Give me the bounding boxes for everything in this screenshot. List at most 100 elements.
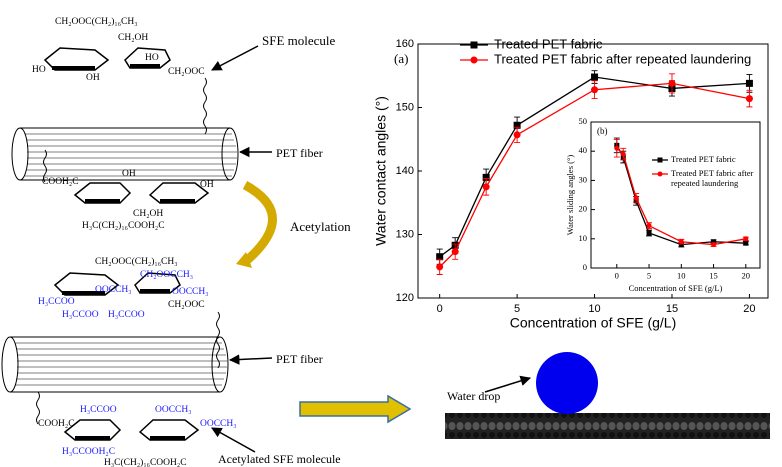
chem-label: CH₂OH bbox=[118, 33, 148, 43]
plot-frame bbox=[590, 121, 761, 269]
marker bbox=[620, 151, 626, 157]
callout-label: Acetylation bbox=[290, 219, 351, 234]
chem-label: COOH₂C bbox=[38, 419, 75, 429]
legend-label: Treated PET fabric after repeated launde… bbox=[671, 168, 754, 188]
legend-marker bbox=[470, 56, 478, 64]
acetylation-arrowhead bbox=[236, 252, 252, 268]
process-arrow bbox=[299, 394, 412, 424]
chem-label: CH₂OH bbox=[133, 209, 163, 219]
legend-label: Treated PET fabric after repeated launde… bbox=[494, 51, 751, 66]
marker bbox=[482, 173, 490, 181]
legend-marker bbox=[657, 157, 663, 163]
chem-label: OOCCH₃ bbox=[200, 419, 237, 429]
chem-label: H₃CCOO bbox=[62, 310, 99, 320]
chem-label: CH₂OOC bbox=[168, 67, 205, 77]
x-tick-label: 0 bbox=[615, 270, 619, 280]
y-tick-label: 150 bbox=[396, 101, 414, 113]
callout-label: PET fiber bbox=[276, 146, 323, 160]
x-tick-label: 10 bbox=[677, 270, 686, 280]
panel-label: (a) bbox=[394, 51, 408, 66]
chem-label: H₃CCOOH₂C bbox=[62, 447, 115, 457]
chem-label: CH₂OOCCH₃ bbox=[140, 270, 193, 280]
legend-marker bbox=[470, 41, 478, 49]
x-tick-label: 5 bbox=[647, 270, 651, 280]
y-tick-label: 50 bbox=[579, 116, 588, 126]
chem-label: OOCCH₃ bbox=[95, 285, 132, 295]
legend-label: Treated PET fabric bbox=[671, 154, 736, 164]
chem-label: OH bbox=[122, 169, 136, 179]
chem-label: HO bbox=[32, 65, 46, 75]
x-tick-label: 15 bbox=[666, 303, 678, 315]
marker bbox=[591, 86, 599, 94]
chem-label: CH₂OOC(CH₂)₁₆CH₃ bbox=[55, 16, 138, 27]
legend-label: Treated PET fabric bbox=[494, 36, 603, 51]
marker bbox=[451, 248, 459, 256]
y-tick-label: 0 bbox=[583, 262, 587, 272]
x-tick-label: 0 bbox=[437, 303, 443, 315]
chem-label: OOCCH₃ bbox=[172, 287, 209, 297]
marker bbox=[633, 195, 639, 201]
chem-label: H₃CCOO bbox=[80, 405, 117, 415]
callout-label: SFE molecule bbox=[262, 33, 336, 48]
x-tick-label: 20 bbox=[743, 303, 755, 315]
marker bbox=[513, 131, 521, 139]
y-axis-label: Water sliding angles (°) bbox=[565, 155, 575, 236]
sugar-ring bbox=[43, 47, 210, 441]
chem-label: CH₂OOC(CH₂)₁₆CH₃ bbox=[95, 256, 178, 267]
marker bbox=[646, 230, 652, 236]
y-tick-label: 120 bbox=[396, 292, 414, 304]
diagram-labels: CH₂OOC(CH₂)₁₆CH₃ CH₂OH HO OH HO CH₂OOC COOH₂C O… bbox=[32, 16, 500, 467]
marker bbox=[436, 263, 444, 271]
marker bbox=[711, 239, 717, 245]
chem-label: H₃C(CH₂)₁₆COOH₂C bbox=[104, 457, 187, 467]
marker bbox=[678, 239, 684, 245]
chem-label: OH bbox=[200, 180, 214, 190]
pointer-arrow bbox=[211, 45, 532, 453]
marker bbox=[745, 95, 753, 103]
marker bbox=[646, 223, 652, 229]
panel-label: (b) bbox=[597, 126, 608, 136]
x-tick-label: 5 bbox=[514, 303, 520, 315]
y-tick-label: 20 bbox=[579, 204, 588, 214]
fiber-bottom bbox=[1, 336, 229, 393]
marker bbox=[745, 79, 753, 87]
chem-label: OOCCH₃ bbox=[155, 405, 192, 415]
y-tick-label: 10 bbox=[579, 233, 588, 243]
x-axis-label: Concentration of SFE (g/L) bbox=[629, 283, 723, 293]
alkyl-chain bbox=[36, 77, 220, 425]
chem-label: HO bbox=[145, 53, 159, 63]
marker bbox=[743, 236, 749, 242]
marker bbox=[436, 253, 444, 261]
fabric-surface bbox=[445, 413, 770, 439]
marker bbox=[711, 242, 717, 248]
y-tick-label: 160 bbox=[396, 38, 414, 50]
chem-label: H₃CCOO bbox=[38, 297, 75, 307]
marker bbox=[678, 242, 684, 248]
y-tick-label: 130 bbox=[396, 228, 414, 240]
x-tick-label: 15 bbox=[709, 270, 718, 280]
marker bbox=[513, 121, 521, 129]
callout-label: Water drop bbox=[447, 389, 500, 403]
legend-marker bbox=[657, 171, 663, 177]
marker bbox=[482, 183, 490, 191]
marker bbox=[668, 79, 676, 87]
y-axis-label: Water contact angles (°) bbox=[373, 96, 389, 246]
chem-label: H₃CCOO bbox=[108, 310, 145, 320]
callout-label: PET fiber bbox=[276, 352, 323, 366]
chem-label: COOH₂C bbox=[42, 177, 79, 187]
y-tick-label: 40 bbox=[579, 145, 588, 155]
x-tick-label: 10 bbox=[588, 303, 600, 315]
chem-label: H₃C(CH₂)₁₆COOH₂C bbox=[82, 220, 165, 231]
marker bbox=[591, 73, 599, 81]
x-tick-label: 20 bbox=[742, 270, 751, 280]
x-axis-label: Concentration of SFE (g/L) bbox=[510, 315, 677, 331]
legend-label-box: Treated PET fabric after repeated launde… bbox=[671, 168, 754, 188]
legend-label-box: Treated PET fabric bbox=[671, 154, 736, 164]
fiber-top bbox=[11, 127, 239, 181]
y-tick-label: 30 bbox=[579, 174, 588, 184]
y-tick-label: 140 bbox=[396, 165, 414, 177]
chem-label: CH₂OOC bbox=[168, 300, 205, 310]
acetylation-arrow bbox=[242, 181, 277, 266]
chem-label: OH bbox=[86, 73, 100, 83]
